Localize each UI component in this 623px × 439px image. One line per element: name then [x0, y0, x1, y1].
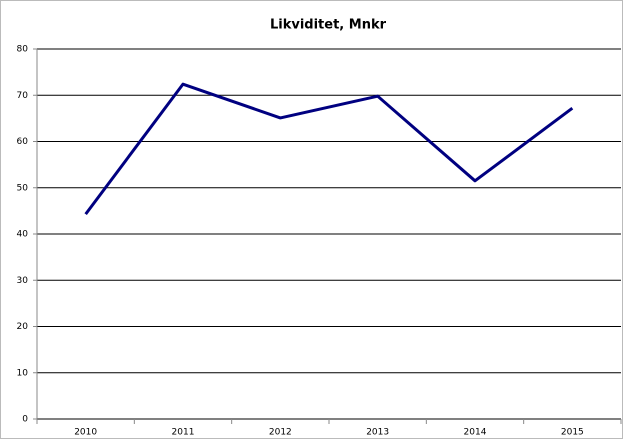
- x-tick-label: 2013: [366, 428, 389, 438]
- chart-title: Likviditet, Mnkr: [270, 18, 387, 33]
- y-tick-label: 10: [17, 368, 29, 378]
- x-tick-label: 2010: [74, 428, 97, 438]
- y-tick-label: 70: [17, 91, 29, 101]
- line-series: [84, 82, 574, 216]
- y-tick-label: 20: [17, 322, 29, 332]
- y-tick-label: 40: [17, 230, 29, 240]
- y-tick-label: 30: [17, 276, 29, 286]
- x-tick-label: 2014: [464, 428, 487, 438]
- x-tick-label: 2012: [269, 428, 292, 438]
- y-tick-label: 0: [22, 415, 28, 425]
- y-tick-label: 80: [17, 45, 29, 55]
- x-tick-label: 2011: [172, 428, 195, 438]
- y-tick-label: 60: [17, 137, 29, 147]
- y-tick-label: 50: [17, 183, 29, 193]
- x-tick-label: 2015: [561, 428, 584, 438]
